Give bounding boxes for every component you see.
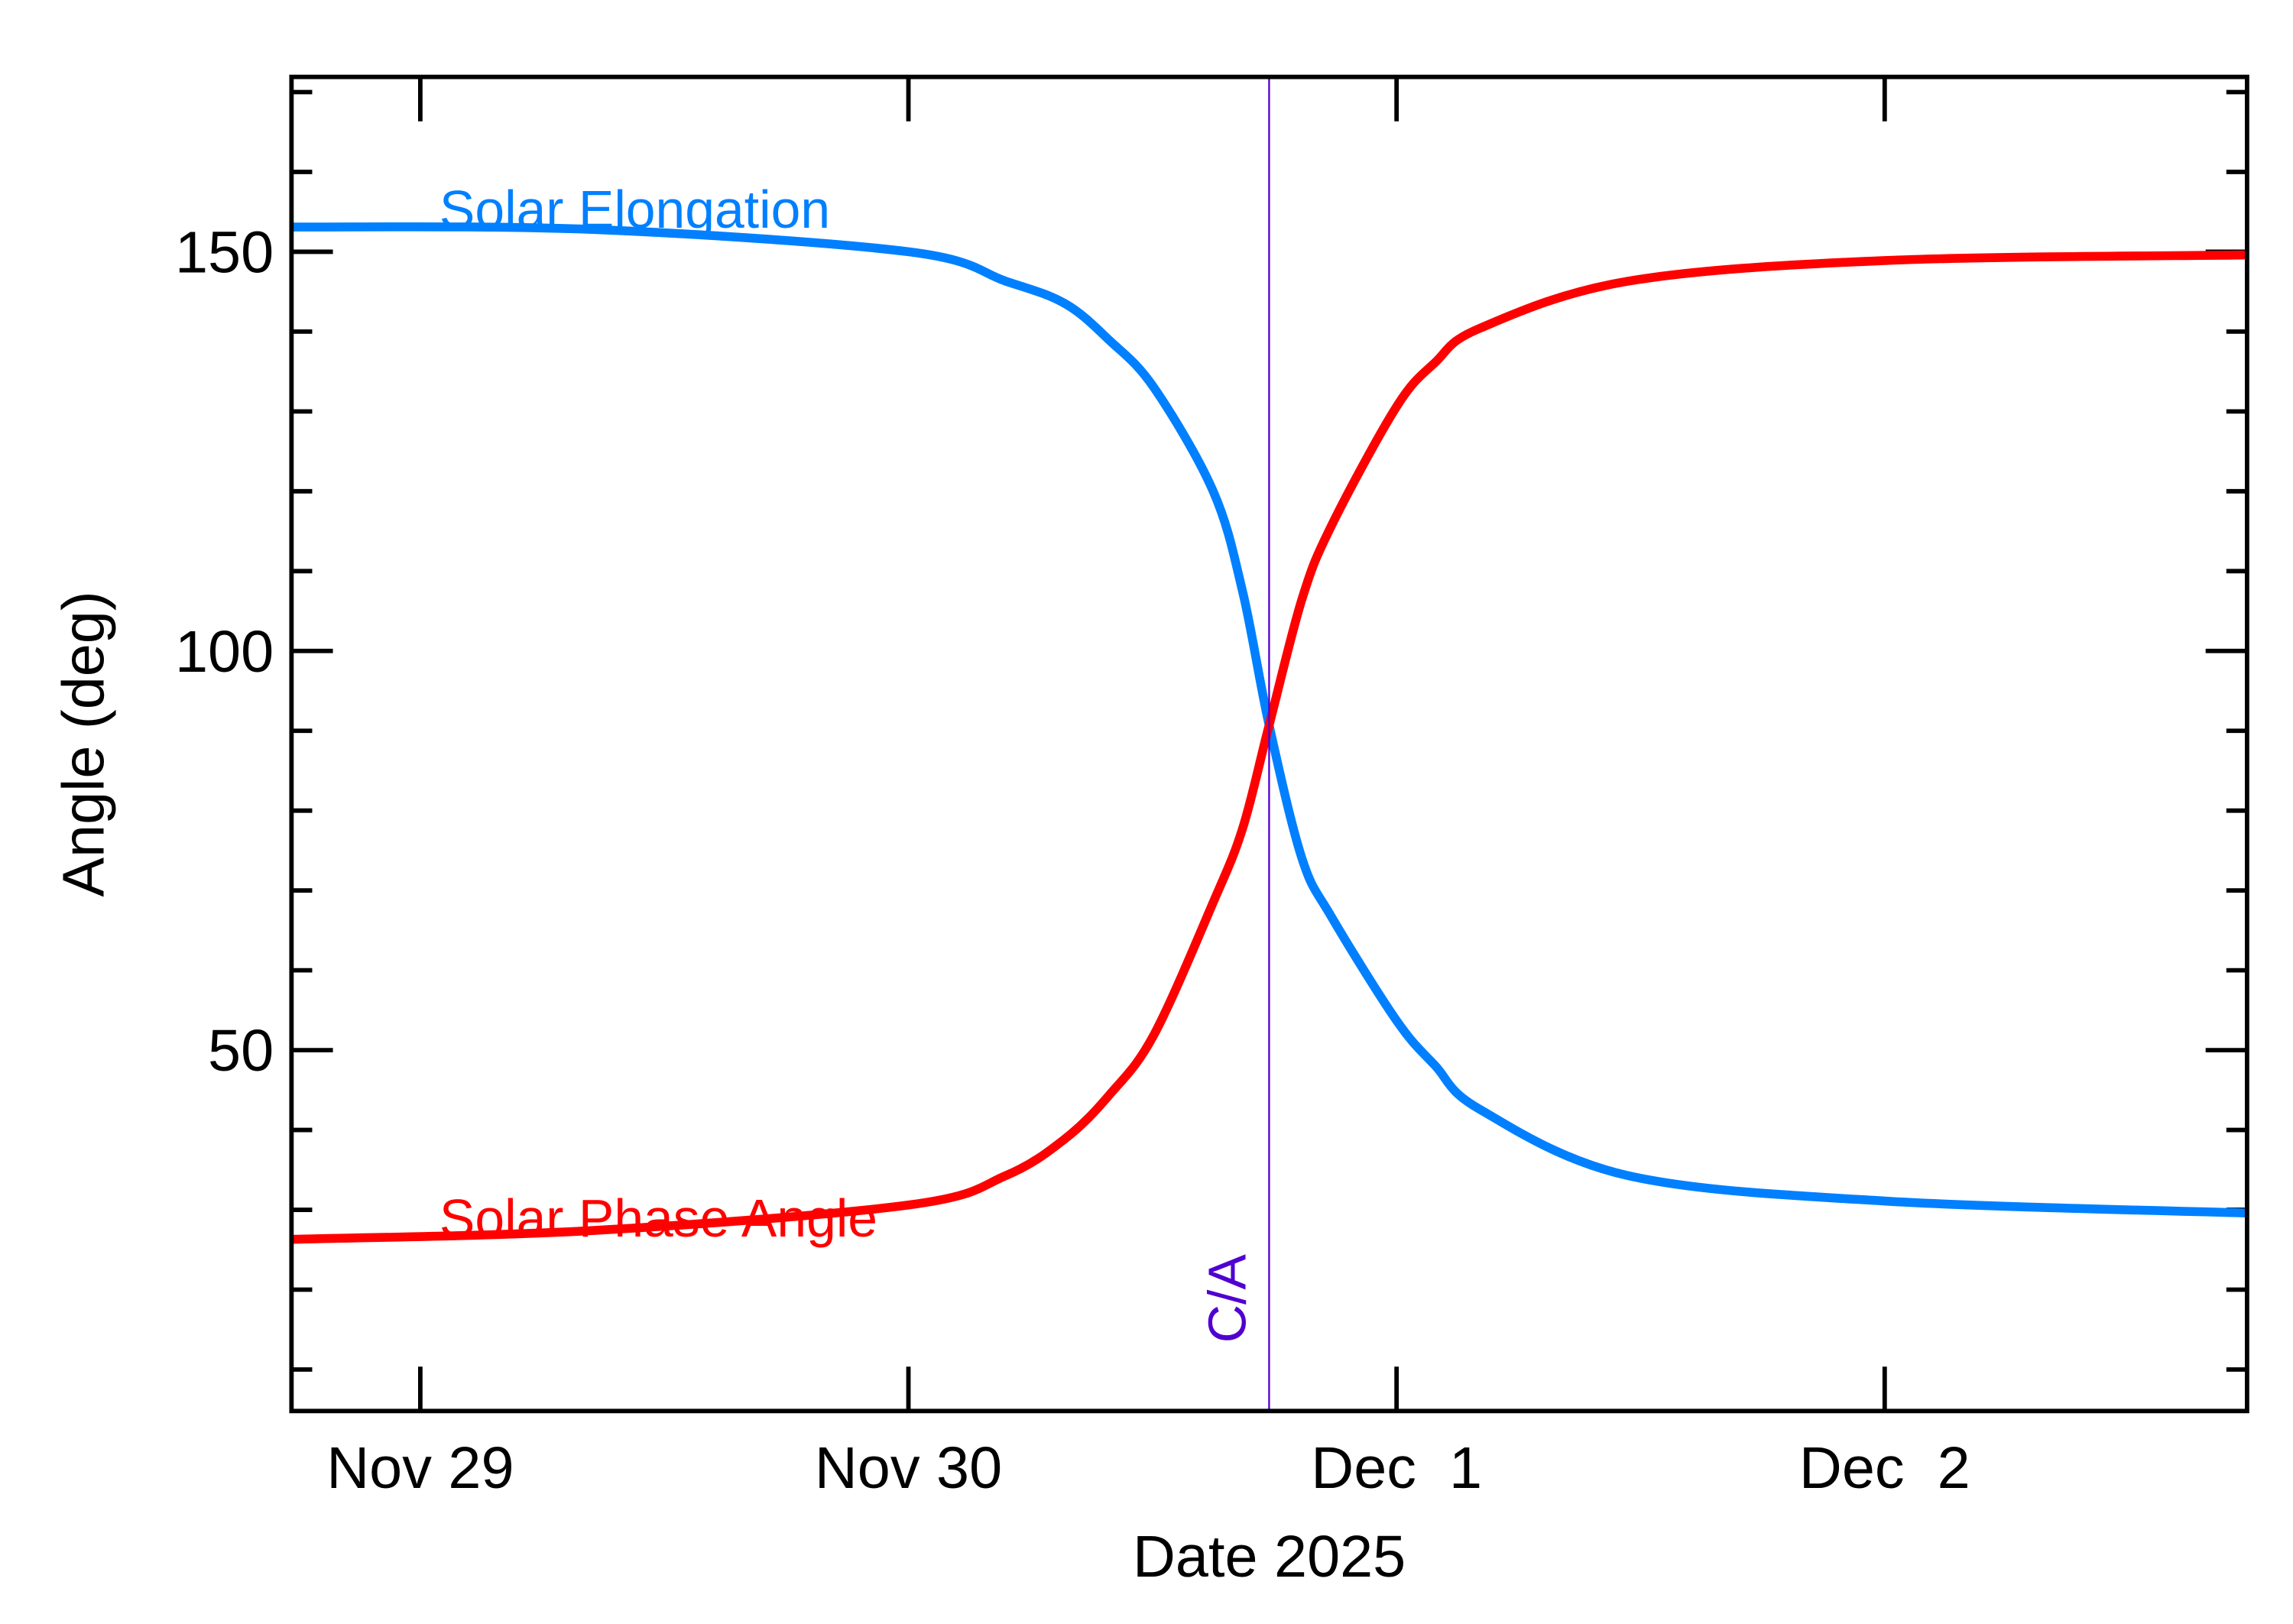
y-axis-label: Angle (deg) (51, 591, 117, 896)
x-axis-label: Date 2025 (1133, 1524, 1406, 1590)
y-tick-label: 50 (208, 1018, 274, 1084)
y-tick-label: 150 (175, 220, 274, 286)
x-tick-label: Nov 30 (815, 1435, 1002, 1501)
x-tick-labels: Nov 29 Nov 30 Dec 1 Dec 2 (326, 1435, 1970, 1501)
y-tick-label: 100 (175, 619, 274, 685)
series-lines (291, 222, 2248, 1244)
y-tick-labels: 50 100 150 (175, 220, 274, 1084)
series-label-solar-elongation: Solar Elongation (439, 180, 830, 239)
solar-phase-angle-line (291, 250, 2247, 1244)
plot-frame (289, 74, 2249, 1414)
solar-elongation-line (291, 222, 2248, 1218)
x-tick-label: Nov 29 (326, 1435, 514, 1501)
x-tick-label: Dec 2 (1799, 1435, 1970, 1501)
series-label-solar-phase-angle: Solar Phase Angle (439, 1188, 877, 1248)
closest-approach-label: C/A (1197, 1254, 1257, 1344)
x-tick-label: Dec 1 (1311, 1435, 1482, 1501)
